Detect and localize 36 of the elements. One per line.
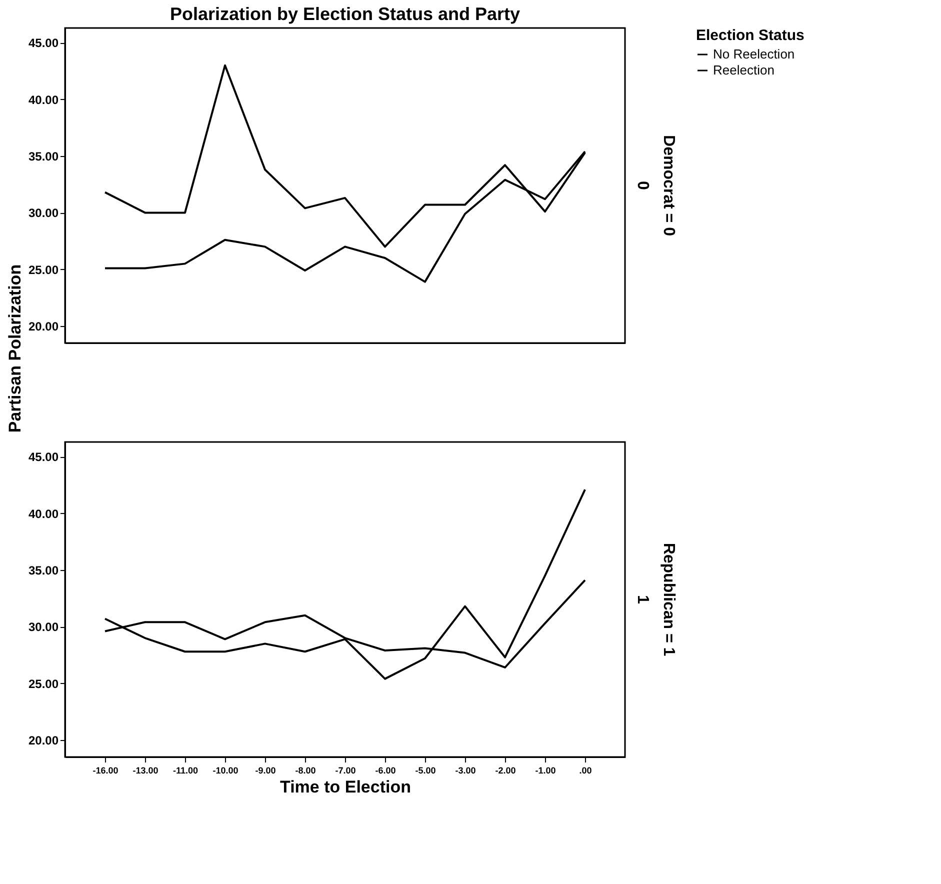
- x-tick-label: -9.00: [255, 766, 276, 776]
- text: 0: [634, 181, 651, 190]
- x-tick-label: -5.00: [415, 766, 436, 776]
- y-tick-label: 25.00: [28, 676, 59, 691]
- y-tick-label: 40.00: [28, 92, 59, 107]
- x-tick-label: -16.00: [92, 766, 118, 776]
- y-tick-label: 25.00: [28, 262, 59, 277]
- x-tick-label: -1.00: [535, 766, 556, 776]
- y-tick-label: 45.00: [28, 36, 59, 50]
- y-tick-label: 40.00: [28, 506, 59, 521]
- y-tick-label: 20.00: [28, 734, 59, 748]
- y-tick-label: 30.00: [28, 206, 59, 220]
- x-tick-label: -7.00: [335, 766, 356, 776]
- legend-title: Election Status: [696, 27, 804, 44]
- line-series: [104, 488, 586, 680]
- text: Democrat = 0: [660, 135, 677, 236]
- y-axis-title: Partisan Polarization: [5, 264, 24, 433]
- x-tick-label: .00: [579, 766, 592, 776]
- x-tick-label: -8.00: [295, 766, 316, 776]
- x-tick-label: -11.00: [172, 766, 198, 776]
- text: Republican = 1: [660, 542, 677, 656]
- x-tick-label: -13.00: [132, 766, 158, 776]
- x-tick-label: -3.00: [455, 766, 476, 776]
- legend-label: No Reelection: [713, 46, 795, 62]
- x-tick-label: -2.00: [495, 766, 516, 776]
- y-tick-label: 30.00: [28, 620, 59, 634]
- chart-title: Polarization by Election Status and Party: [170, 4, 520, 24]
- x-tick-label: -10.00: [212, 766, 238, 776]
- x-axis-title: Time to Election: [280, 778, 411, 796]
- text: 1: [634, 595, 651, 604]
- legend-label: Reelection: [713, 62, 774, 78]
- y-tick-label: 45.00: [28, 450, 59, 464]
- y-tick-label: 35.00: [28, 564, 59, 578]
- y-tick-label: 35.00: [28, 150, 59, 164]
- y-tick-label: 20.00: [28, 320, 59, 334]
- x-tick-label: -6.00: [375, 766, 396, 776]
